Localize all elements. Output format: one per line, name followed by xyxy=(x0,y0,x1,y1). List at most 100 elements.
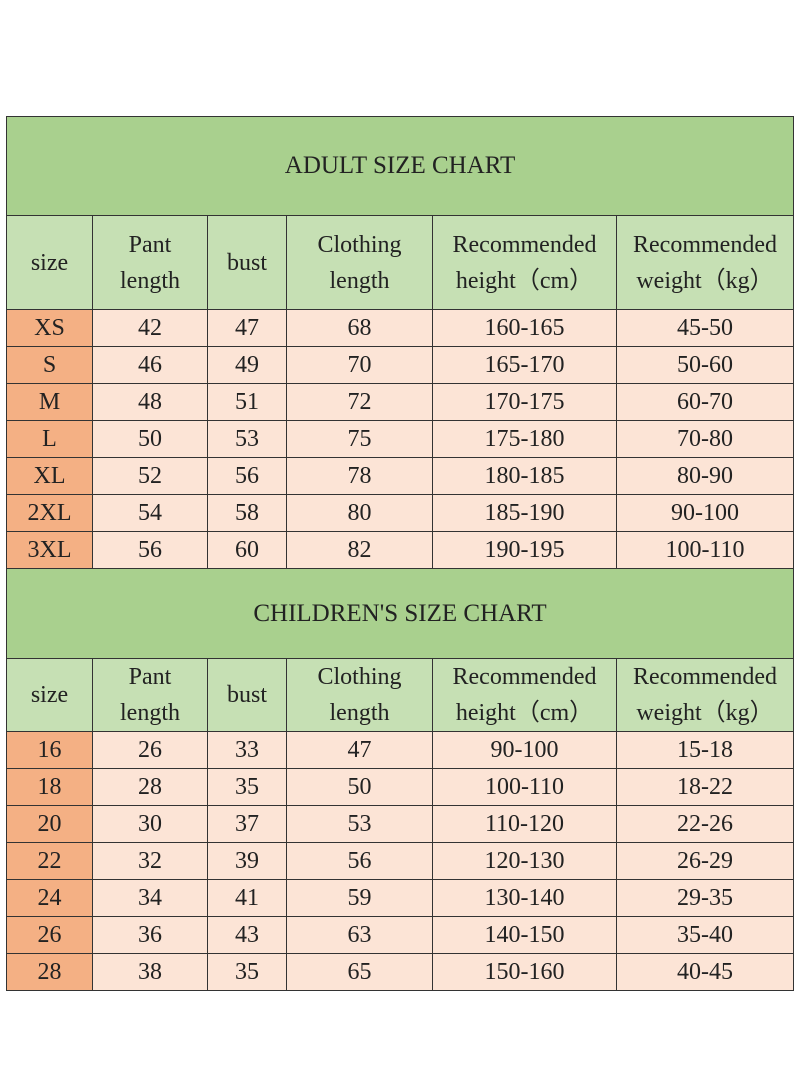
size-cell: 18 xyxy=(6,768,93,806)
data-cell: 60 xyxy=(207,531,287,569)
header-line: Recommended xyxy=(633,664,777,690)
data-cell: 170-175 xyxy=(432,383,617,421)
header-cell: Recommended weight（kg） xyxy=(616,215,794,310)
size-cell: L xyxy=(6,420,93,458)
data-cell: 35 xyxy=(207,953,287,991)
header-line: height（cm） xyxy=(455,267,594,294)
data-cell: 100-110 xyxy=(432,768,617,806)
data-cell: 26 xyxy=(92,731,208,769)
data-cell: 36 xyxy=(92,916,208,954)
data-cell: 110-120 xyxy=(432,805,617,843)
data-cell: 100-110 xyxy=(616,531,794,569)
data-cell: 39 xyxy=(207,842,287,880)
header-line: bust xyxy=(226,682,267,708)
header-line: height（cm） xyxy=(455,700,594,726)
header-row: size Pant length bust Clothing length Recommen… xyxy=(6,658,794,732)
data-row: 28 38 35 65 150-160 40-45 xyxy=(6,953,794,991)
data-row: 22 32 39 56 120-130 26-29 xyxy=(6,842,794,880)
data-row: XL 52 56 78 180-185 80-90 xyxy=(6,457,794,495)
size-cell: 28 xyxy=(6,953,93,991)
size-cell: S xyxy=(6,346,93,384)
data-cell: 47 xyxy=(207,309,287,347)
data-cell: 22-26 xyxy=(616,805,794,843)
data-cell: 70 xyxy=(286,346,433,384)
header-cell: Clothing length xyxy=(286,215,433,310)
data-cell: 130-140 xyxy=(432,879,617,917)
data-cell: 38 xyxy=(92,953,208,991)
data-cell: 43 xyxy=(207,916,287,954)
header-cell: size xyxy=(6,658,93,732)
header-line: Recommended xyxy=(452,664,597,690)
data-row: 3XL 56 60 82 190-195 100-110 xyxy=(6,531,794,569)
header-cell: Pant length xyxy=(92,215,208,310)
data-cell: 78 xyxy=(286,457,433,495)
data-cell: 165-170 xyxy=(432,346,617,384)
title-row: ADULT SIZE CHART xyxy=(6,116,794,216)
header-cell: Pant length xyxy=(92,658,208,732)
size-cell: 3XL xyxy=(6,531,93,569)
data-row: 18 28 35 50 100-110 18-22 xyxy=(6,768,794,806)
header-line: size xyxy=(30,249,69,276)
data-cell: 90-100 xyxy=(616,494,794,532)
data-cell: 42 xyxy=(92,309,208,347)
section-title: CHILDREN'S SIZE CHART xyxy=(6,568,794,659)
data-cell: 34 xyxy=(92,879,208,917)
data-cell: 68 xyxy=(286,309,433,347)
data-cell: 50 xyxy=(286,768,433,806)
data-cell: 150-160 xyxy=(432,953,617,991)
data-cell: 15-18 xyxy=(616,731,794,769)
data-cell: 33 xyxy=(207,731,287,769)
data-cell: 160-165 xyxy=(432,309,617,347)
data-row: 2XL 54 58 80 185-190 90-100 xyxy=(6,494,794,532)
data-cell: 120-130 xyxy=(432,842,617,880)
data-cell: 41 xyxy=(207,879,287,917)
data-row: 24 34 41 59 130-140 29-35 xyxy=(6,879,794,917)
header-row: size Pant length bust Clothing length Recommen… xyxy=(6,215,794,310)
data-cell: 46 xyxy=(92,346,208,384)
header-line: bust xyxy=(226,249,267,276)
header-cell: Recommended height（cm） xyxy=(432,215,617,310)
header-line: Recommended xyxy=(633,231,777,258)
data-cell: 75 xyxy=(286,420,433,458)
data-cell: 37 xyxy=(207,805,287,843)
size-chart: ADULT SIZE CHART size Pant length bust Clothi… xyxy=(6,116,794,991)
data-cell: 50-60 xyxy=(616,346,794,384)
header-line: Pant xyxy=(128,231,172,258)
data-cell: 185-190 xyxy=(432,494,617,532)
header-cell: Recommended weight（kg） xyxy=(616,658,794,732)
size-cell: 26 xyxy=(6,916,93,954)
data-row: 16 26 33 47 90-100 15-18 xyxy=(6,731,794,769)
data-cell: 35-40 xyxy=(616,916,794,954)
header-line: size xyxy=(30,682,69,708)
header-line: Recommended xyxy=(452,231,597,258)
data-cell: 47 xyxy=(286,731,433,769)
data-cell: 26-29 xyxy=(616,842,794,880)
header-cell: Recommended height（cm） xyxy=(432,658,617,732)
data-cell: 53 xyxy=(207,420,287,458)
data-cell: 180-185 xyxy=(432,457,617,495)
data-cell: 18-22 xyxy=(616,768,794,806)
header-cell: bust xyxy=(207,658,287,732)
data-cell: 56 xyxy=(207,457,287,495)
data-cell: 72 xyxy=(286,383,433,421)
size-cell: M xyxy=(6,383,93,421)
data-cell: 80 xyxy=(286,494,433,532)
data-cell: 63 xyxy=(286,916,433,954)
data-cell: 49 xyxy=(207,346,287,384)
data-row: M 48 51 72 170-175 60-70 xyxy=(6,383,794,421)
header-cell: bust xyxy=(207,215,287,310)
header-line: length xyxy=(329,700,390,726)
data-cell: 53 xyxy=(286,805,433,843)
header-line: Clothing xyxy=(317,664,402,690)
data-cell: 32 xyxy=(92,842,208,880)
data-row: 26 36 43 63 140-150 35-40 xyxy=(6,916,794,954)
data-cell: 56 xyxy=(92,531,208,569)
size-cell: XL xyxy=(6,457,93,495)
data-cell: 48 xyxy=(92,383,208,421)
size-cell: 20 xyxy=(6,805,93,843)
data-cell: 45-50 xyxy=(616,309,794,347)
data-row: XS 42 47 68 160-165 45-50 xyxy=(6,309,794,347)
data-row: S 46 49 70 165-170 50-60 xyxy=(6,346,794,384)
data-cell: 54 xyxy=(92,494,208,532)
size-cell: 2XL xyxy=(6,494,93,532)
